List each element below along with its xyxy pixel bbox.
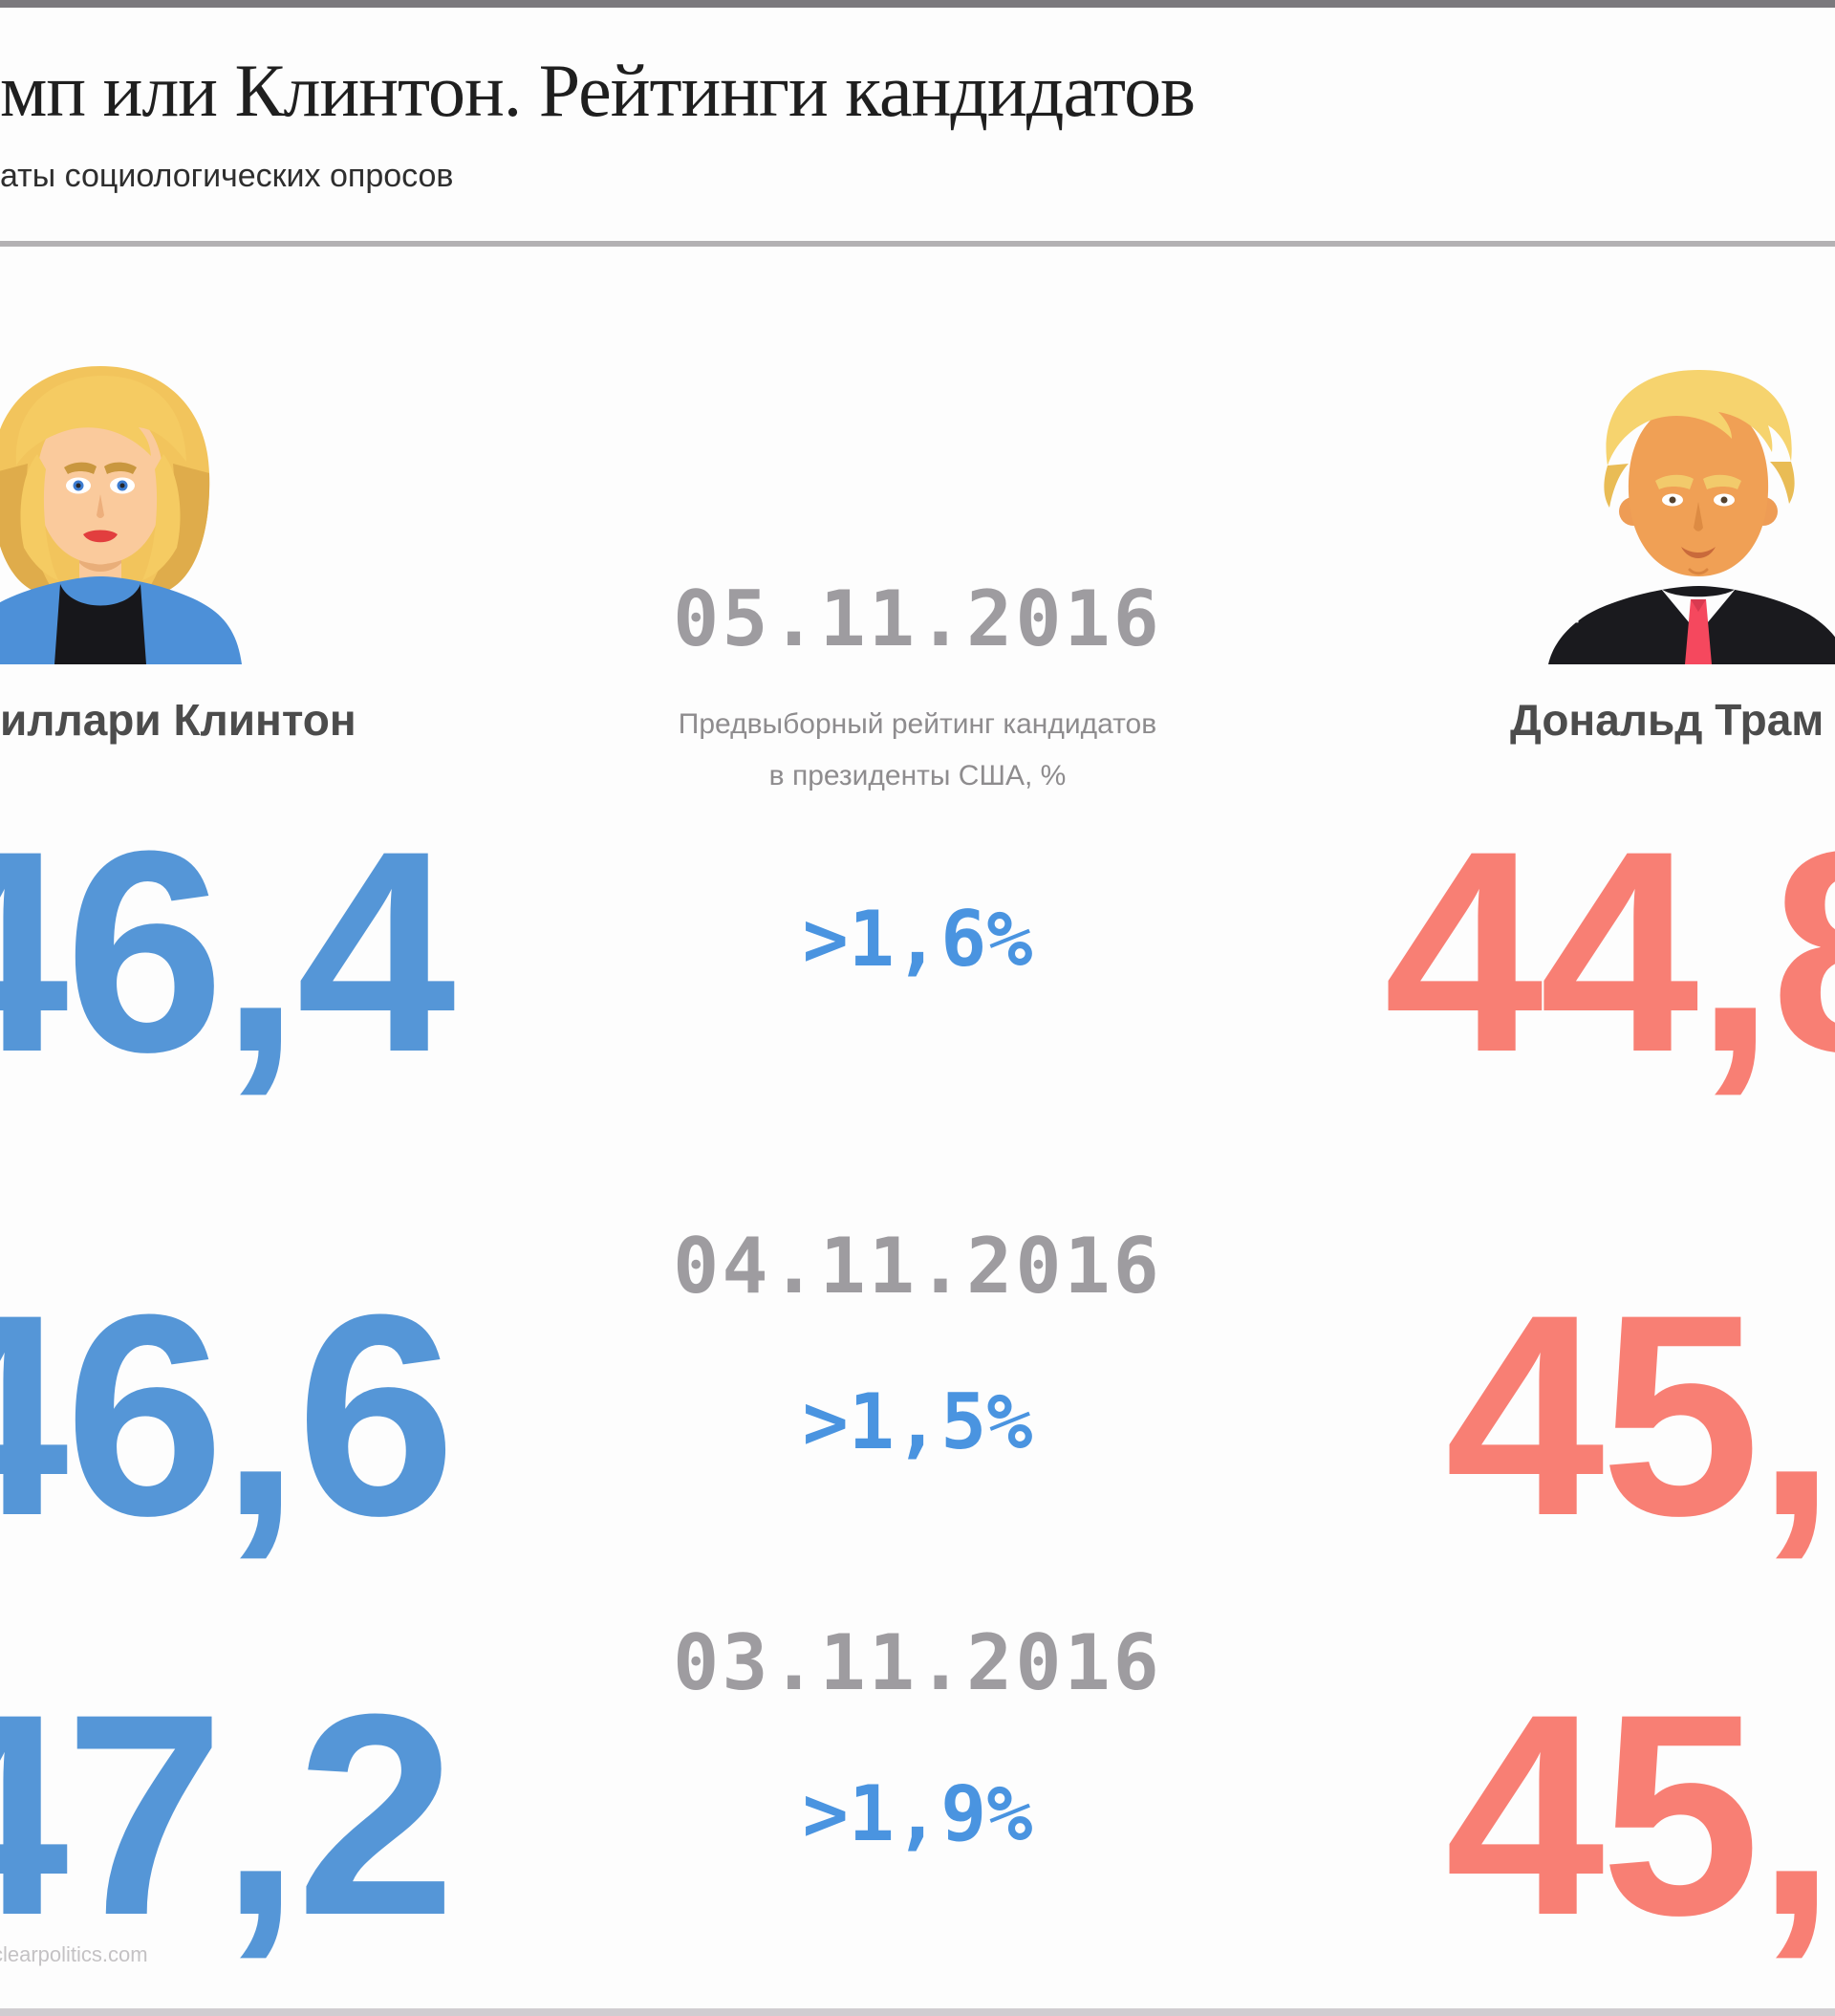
candidate-name-trump: Дональд Трам <box>1510 695 1824 745</box>
poll-description-line2: в президенты США, % <box>768 760 1067 791</box>
poll-date-row2: 04.11.2016 <box>673 1222 1162 1311</box>
source-credit: clearpolitics.com <box>0 1942 148 1966</box>
trump-score-row2: 45,1 <box>1445 1254 1835 1575</box>
lead-margin-row3: >1,9% <box>802 1769 1033 1858</box>
bottom-border <box>0 2008 1835 2016</box>
poll-description: Предвыборный рейтинг кандидатов в презид… <box>344 699 1491 802</box>
poll-date-row1: 05.11.2016 <box>673 574 1162 663</box>
clinton-avatar-icon <box>0 349 244 664</box>
lead-margin-row2: >1,5% <box>802 1377 1033 1466</box>
trump-score-row1: 44,8 <box>1384 791 1835 1112</box>
clinton-score-row3: 47,2 <box>0 1654 456 1975</box>
candidate-name-clinton: иллари Клинтон <box>0 695 356 745</box>
poll-description-line1: Предвыборный рейтинг кандидатов <box>678 708 1157 740</box>
page-subtitle: аты социологических опросов <box>0 158 454 194</box>
trump-score-row3: 45,3 <box>1445 1654 1835 1975</box>
top-border <box>0 0 1835 8</box>
clinton-score-row1: 46,4 <box>0 791 456 1112</box>
lead-margin-row1: >1,6% <box>802 895 1033 984</box>
trump-avatar-icon <box>1541 349 1835 664</box>
clinton-score-row2: 46,6 <box>0 1254 456 1575</box>
page-title: мп или Клинтон. Рейтинги кандидатов <box>0 49 1196 132</box>
header-divider <box>0 241 1835 247</box>
poll-date-row3: 03.11.2016 <box>673 1618 1162 1707</box>
